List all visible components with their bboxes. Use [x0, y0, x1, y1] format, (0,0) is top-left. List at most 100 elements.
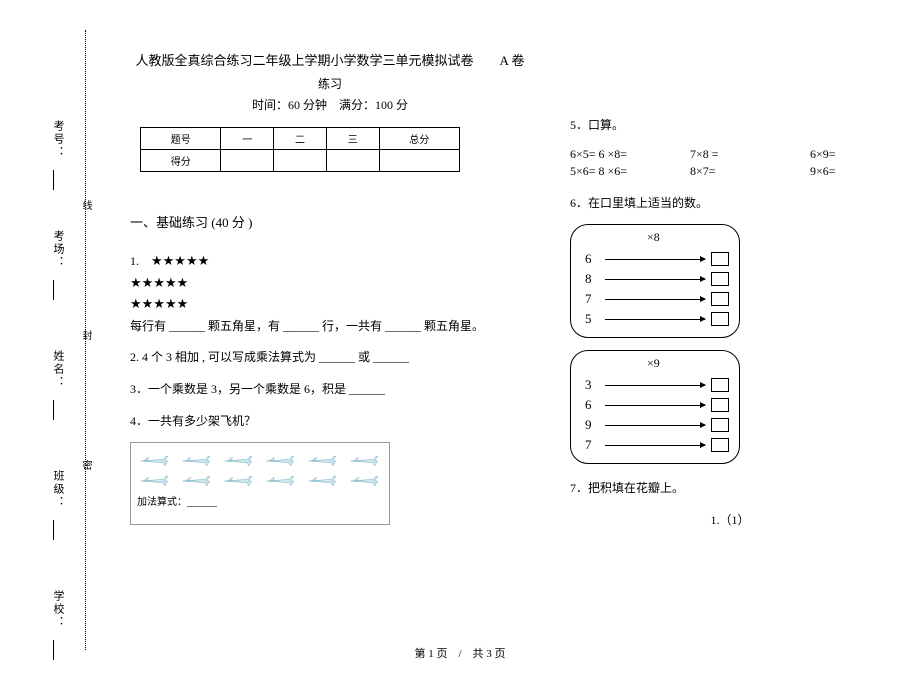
plane-icon	[137, 473, 173, 489]
expr: 5×6= 8 ×6=	[570, 164, 650, 179]
question-4: 4．一共有多少架飞机？	[130, 411, 530, 433]
answer-box	[711, 398, 729, 412]
question-5-label: 5．口算。	[570, 115, 890, 137]
arrow-icon	[605, 445, 705, 446]
plane-icon	[221, 473, 257, 489]
page: 考号： 考场： 姓名： 班级： 学校： 线 封 密 人教版全真综合练习二年级上学…	[0, 0, 920, 681]
op-label: ×8	[647, 230, 660, 245]
plane-icon	[347, 453, 383, 469]
answer-box	[711, 378, 729, 392]
expr: 6×9=	[810, 147, 890, 162]
answer-box	[711, 292, 729, 306]
q1-number: 1.	[130, 254, 139, 268]
left-column: 人教版全真综合练习二年级上学期小学数学三单元模拟试卷 A 卷 练习 时间：60 …	[130, 50, 530, 525]
arrow-row: 8	[585, 269, 729, 289]
op-label: ×9	[647, 356, 660, 371]
arrow-icon	[605, 405, 705, 406]
question-1: 1. ★★★★★ ★★★★★ ★★★★★ 每行有 ______ 颗五角星，有 _…	[130, 251, 530, 337]
plane-icon	[137, 453, 173, 469]
plane-icon	[305, 473, 341, 489]
margin-column: 考号： 考场： 姓名： 班级： 学校：	[50, 30, 90, 650]
dotted-char: 线	[78, 200, 93, 210]
table-row: 得分	[141, 150, 460, 172]
question-7-sub: 1.（1）	[570, 510, 890, 532]
arrow-row: 7	[585, 435, 729, 455]
margin-label-class: 班级：	[50, 470, 66, 509]
margin-underline	[53, 520, 54, 540]
arrow-icon	[605, 385, 705, 386]
arrow-icon	[605, 319, 705, 320]
margin-label-school: 学校：	[50, 590, 66, 629]
arrow-row: 3	[585, 375, 729, 395]
arrow-icon	[605, 279, 705, 280]
score-table: 题号 一 二 三 总分 得分	[140, 127, 460, 172]
td-cell	[326, 150, 379, 172]
multiply-diagram-1: ×8 6 8 7 5	[570, 224, 740, 338]
th-total: 总分	[379, 128, 459, 150]
question-6-label: 6．在口里填上适当的数。	[570, 193, 890, 215]
margin-label-name: 姓名：	[50, 350, 66, 389]
multiply-diagram-2: ×9 3 6 9 7	[570, 350, 740, 464]
exam-title: 人教版全真综合练习二年级上学期小学数学三单元模拟试卷 A 卷	[130, 50, 530, 69]
question-2: 2. 4 个 3 相加 , 可以写成乘法算式为 ______ 或 ______	[130, 347, 530, 369]
margin-label-exam-room: 考场：	[50, 230, 66, 269]
star-row: ★★★★★	[130, 275, 188, 290]
section-1-title: 一、基础练习 (40 分 )	[130, 212, 530, 231]
exam-subtitle: 练习	[130, 75, 530, 92]
answer-box	[711, 418, 729, 432]
td-score-label: 得分	[141, 150, 221, 172]
margin-underline	[53, 170, 54, 190]
plane-icon	[263, 453, 299, 469]
star-row: ★★★★★	[151, 253, 209, 268]
plane-icon	[179, 473, 215, 489]
kousuan-row: 5×6= 8 ×6= 8×7= 9×6=	[570, 164, 890, 179]
th-number: 题号	[141, 128, 221, 150]
expr: 7×8 =	[690, 147, 770, 162]
expr: 9×6=	[810, 164, 890, 179]
plane-icon	[305, 453, 341, 469]
plane-row	[137, 453, 383, 469]
th-3: 三	[326, 128, 379, 150]
plane-icon	[179, 453, 215, 469]
star-row: ★★★★★	[130, 296, 188, 311]
margin-underline	[53, 400, 54, 420]
arrow-icon	[605, 299, 705, 300]
dotted-char: 封	[78, 330, 93, 340]
td-cell	[274, 150, 327, 172]
expr: 6×5= 6 ×8=	[570, 147, 650, 162]
arrow-row: 6	[585, 395, 729, 415]
td-cell	[379, 150, 459, 172]
planes-figure: 加法算式：______	[130, 442, 390, 525]
dotted-seal-line	[85, 30, 86, 650]
arrow-row: 9	[585, 415, 729, 435]
table-row: 题号 一 二 三 总分	[141, 128, 460, 150]
th-2: 二	[274, 128, 327, 150]
expr: 8×7=	[690, 164, 770, 179]
answer-box	[711, 272, 729, 286]
arrow-row: 5	[585, 309, 729, 329]
question-7: 7．把积填在花瓣上。	[570, 478, 890, 500]
kousuan-row: 6×5= 6 ×8= 7×8 = 6×9=	[570, 147, 890, 162]
arrow-row: 7	[585, 289, 729, 309]
plane-icon	[347, 473, 383, 489]
exam-time-score: 时间：60 分钟 满分：100 分	[130, 96, 530, 113]
dotted-char: 密	[78, 460, 93, 470]
question-3: 3．一个乘数是 3，另一个乘数是 6，积是 ______	[130, 379, 530, 401]
answer-box	[711, 312, 729, 326]
right-column: 5．口算。 6×5= 6 ×8= 7×8 = 6×9= 5×6= 8 ×6= 8…	[570, 105, 890, 541]
td-cell	[221, 150, 274, 172]
th-1: 一	[221, 128, 274, 150]
answer-box	[711, 252, 729, 266]
margin-label-exam-number: 考号：	[50, 120, 66, 159]
margin-underline	[53, 280, 54, 300]
arrow-icon	[605, 259, 705, 260]
addition-equation-label: 加法算式：______	[137, 493, 383, 508]
arrow-row: 6	[585, 249, 729, 269]
q1-fill-line: 每行有 ______ 颗五角星，有 ______ 行，一共有 ______ 颗五…	[130, 319, 484, 333]
page-footer: 第 1 页 / 共 3 页	[0, 645, 920, 661]
plane-row	[137, 473, 383, 489]
arrow-icon	[605, 425, 705, 426]
plane-icon	[221, 453, 257, 469]
plane-icon	[263, 473, 299, 489]
answer-box	[711, 438, 729, 452]
